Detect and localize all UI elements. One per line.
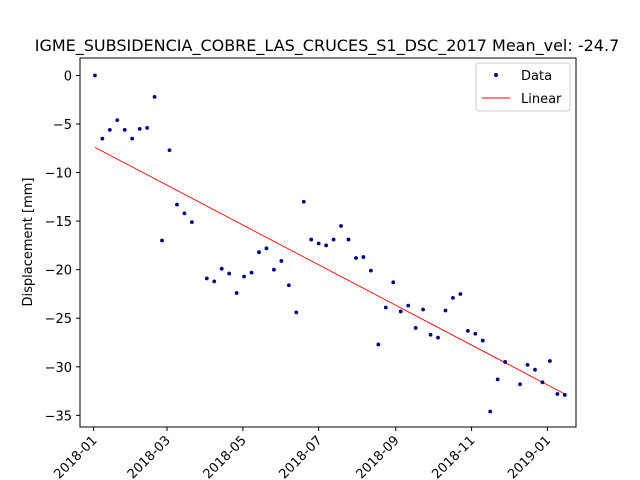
x-tick-label: 2018-11: [429, 433, 478, 480]
data-point: [525, 362, 530, 367]
y-tick-label: −10: [45, 167, 72, 182]
data-point: [495, 377, 500, 382]
data-point: [533, 367, 537, 372]
data-point: [189, 220, 194, 225]
chart-title: IGME_SUBSIDENCIA_COBRE_LAS_CRUCES_S1_DSC…: [35, 36, 620, 56]
data-series: [93, 73, 567, 414]
data-point: [473, 331, 478, 336]
y-tick-label: 0: [64, 69, 72, 84]
data-point: [465, 328, 470, 333]
y-tick-label: −25: [45, 312, 72, 327]
data-point: [391, 280, 396, 285]
data-point: [264, 246, 269, 251]
data-point: [339, 224, 343, 228]
data-point: [100, 136, 105, 141]
legend-data-label: Data: [521, 69, 552, 84]
data-point: [436, 335, 440, 340]
data-point: [122, 127, 127, 132]
data-point: [242, 274, 246, 279]
data-point: [383, 305, 388, 310]
data-point: [346, 237, 351, 242]
data-point: [488, 409, 493, 414]
y-tick-label: −15: [45, 215, 72, 230]
legend: Data Linear: [475, 62, 571, 112]
data-point: [152, 94, 157, 99]
data-point: [234, 291, 239, 295]
data-point: [279, 259, 284, 263]
x-tick-label: 2019-01: [505, 433, 554, 480]
data-point: [309, 237, 314, 242]
y-tick-label: −20: [45, 264, 72, 279]
x-tick-label: 2018-09: [354, 433, 403, 480]
data-point: [398, 309, 403, 314]
y-axis: 0 −5 −10 −15 −20 −25 −30 −35: [45, 69, 80, 424]
data-point: [204, 276, 209, 281]
y-tick-label: −35: [45, 409, 72, 424]
data-point: [301, 199, 306, 204]
data-point: [458, 292, 463, 296]
data-point: [428, 332, 433, 337]
data-point: [182, 211, 187, 216]
data-point: [421, 307, 425, 312]
data-point: [451, 295, 455, 300]
data-point: [294, 310, 299, 315]
data-point: [137, 126, 142, 131]
data-point: [413, 326, 418, 330]
data-point: [518, 382, 522, 387]
legend-linear-label: Linear: [521, 92, 562, 107]
linear-fit-series: [94, 146, 566, 395]
legend-data-marker: [494, 73, 498, 77]
data-point: [368, 268, 373, 273]
y-tick-label: −30: [45, 361, 72, 376]
data-point: [480, 338, 485, 343]
data-point: [562, 393, 567, 397]
data-point: [324, 243, 329, 248]
data-point: [272, 267, 276, 272]
x-tick-label: 2018-01: [51, 433, 100, 480]
legend-box: [475, 62, 571, 112]
data-point: [555, 392, 560, 396]
data-point: [286, 283, 291, 288]
data-point: [93, 73, 97, 78]
data-point: [316, 241, 321, 246]
data-point: [361, 255, 366, 259]
data-point: [547, 359, 552, 363]
data-point: [167, 148, 172, 153]
plot-area: [79, 57, 577, 428]
data-point: [107, 127, 112, 132]
x-tick-label: 2018-05: [201, 433, 250, 480]
data-point: [160, 238, 164, 243]
data-point: [376, 342, 381, 347]
y-axis-label: Displacement [mm]: [21, 178, 36, 307]
data-point: [503, 360, 508, 364]
data-point: [219, 266, 224, 271]
data-point: [145, 126, 150, 130]
data-point: [443, 308, 448, 313]
data-point: [249, 270, 254, 275]
data-point: [115, 118, 120, 123]
data-point: [257, 250, 261, 255]
data-point: [540, 380, 545, 385]
x-tick-label: 2018-03: [125, 433, 174, 480]
data-point: [175, 202, 179, 207]
data-point: [406, 303, 411, 308]
data-point: [354, 256, 358, 260]
y-tick-label: −5: [53, 118, 72, 133]
x-axis: 2018-01 2018-03 2018-05 2018-07 2018-09 2018-…: [51, 427, 554, 480]
x-tick-label: 2018-07: [276, 433, 325, 480]
data-point: [331, 237, 336, 242]
linear-fit-line: [94, 146, 566, 395]
data-point: [212, 279, 217, 284]
data-point: [227, 271, 232, 276]
data-point: [130, 136, 135, 141]
